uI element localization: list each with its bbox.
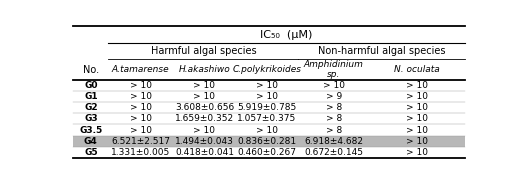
Text: G4: G4 bbox=[84, 137, 98, 146]
Text: 6.521±2.517: 6.521±2.517 bbox=[111, 137, 170, 146]
Text: 1.494±0.043: 1.494±0.043 bbox=[175, 137, 234, 146]
Text: 1.057±0.375: 1.057±0.375 bbox=[238, 114, 296, 123]
Bar bbox=[73, 136, 465, 147]
Text: 1.659±0.352: 1.659±0.352 bbox=[175, 114, 234, 123]
Text: > 9: > 9 bbox=[326, 92, 342, 101]
Text: > 10: > 10 bbox=[406, 126, 428, 134]
Text: 5.919±0.785: 5.919±0.785 bbox=[238, 103, 296, 112]
Text: > 10: > 10 bbox=[406, 103, 428, 112]
Text: Amphidinium
sp.: Amphidinium sp. bbox=[304, 60, 364, 79]
Text: > 8: > 8 bbox=[326, 126, 342, 134]
Text: G3.5: G3.5 bbox=[79, 126, 103, 134]
Text: 3.608±0.656: 3.608±0.656 bbox=[175, 103, 234, 112]
Text: > 8: > 8 bbox=[326, 114, 342, 123]
Text: > 10: > 10 bbox=[322, 81, 345, 90]
Text: G3: G3 bbox=[84, 114, 97, 123]
Text: G1: G1 bbox=[84, 92, 97, 101]
Text: 6.918±4.682: 6.918±4.682 bbox=[304, 137, 363, 146]
Text: > 10: > 10 bbox=[406, 148, 428, 157]
Text: > 10: > 10 bbox=[406, 137, 428, 146]
Text: > 10: > 10 bbox=[256, 92, 278, 101]
Text: Non-harmful algal species: Non-harmful algal species bbox=[318, 46, 445, 56]
Text: 1.331±0.005: 1.331±0.005 bbox=[111, 148, 170, 157]
Text: > 10: > 10 bbox=[193, 81, 215, 90]
Text: 0.460±0.267: 0.460±0.267 bbox=[238, 148, 296, 157]
Text: > 10: > 10 bbox=[130, 126, 152, 134]
Text: > 10: > 10 bbox=[193, 92, 215, 101]
Text: G5: G5 bbox=[84, 148, 97, 157]
Text: > 10: > 10 bbox=[406, 81, 428, 90]
Text: Harmful algal species: Harmful algal species bbox=[151, 46, 256, 56]
Text: G2: G2 bbox=[84, 103, 97, 112]
Text: > 10: > 10 bbox=[406, 114, 428, 123]
Text: 0.836±0.281: 0.836±0.281 bbox=[238, 137, 296, 146]
Text: > 10: > 10 bbox=[406, 92, 428, 101]
Text: > 10: > 10 bbox=[130, 81, 152, 90]
Text: No.: No. bbox=[83, 64, 99, 74]
Text: N. oculata: N. oculata bbox=[394, 65, 440, 74]
Text: 0.418±0.041: 0.418±0.041 bbox=[175, 148, 234, 157]
Text: IC₅₀  (μM): IC₅₀ (μM) bbox=[260, 30, 313, 40]
Text: A.tamarense: A.tamarense bbox=[112, 65, 169, 74]
Text: H.akashiwo: H.akashiwo bbox=[179, 65, 230, 74]
Text: > 10: > 10 bbox=[193, 126, 215, 134]
Text: > 10: > 10 bbox=[130, 114, 152, 123]
Text: > 10: > 10 bbox=[130, 92, 152, 101]
Text: 0.672±0.145: 0.672±0.145 bbox=[304, 148, 363, 157]
Text: > 10: > 10 bbox=[130, 103, 152, 112]
Text: G0: G0 bbox=[84, 81, 97, 90]
Text: > 8: > 8 bbox=[326, 103, 342, 112]
Text: > 10: > 10 bbox=[256, 81, 278, 90]
Text: > 10: > 10 bbox=[256, 126, 278, 134]
Text: C.polykrikoides: C.polykrikoides bbox=[232, 65, 302, 74]
